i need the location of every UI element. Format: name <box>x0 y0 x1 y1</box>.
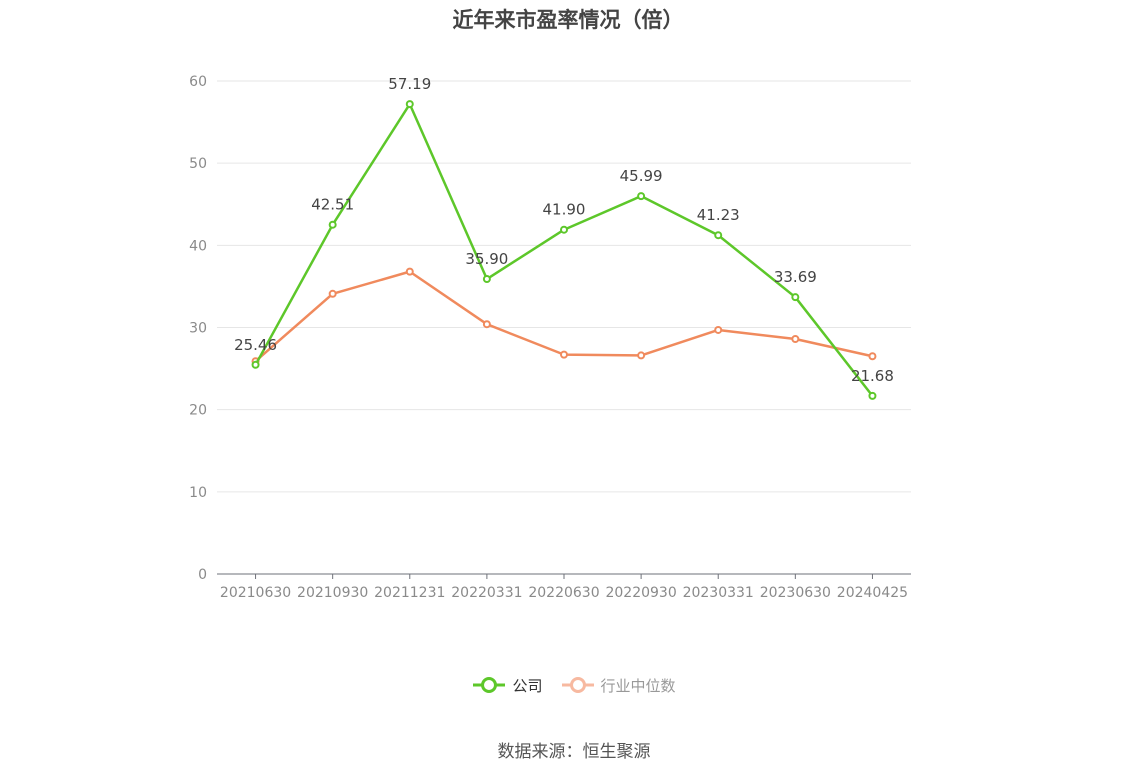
x-tick-label-20220930: 20220930 <box>605 585 676 601</box>
data-label-company-20210930: 42.51 <box>311 196 354 214</box>
data-point-company-20230331[interactable] <box>714 231 723 240</box>
y-tick-label-0: 0 <box>198 567 207 583</box>
y-tick-label-20: 20 <box>189 403 207 419</box>
legend: 公司 行业中位数 <box>0 673 1148 697</box>
data-labels: 25.46 42.51 57.19 35.90 41.90 45.99 41.23 33.69… <box>234 75 894 385</box>
data-label-company-20211231: 57.19 <box>388 75 431 93</box>
data-label-company-20230630: 33.69 <box>774 268 817 286</box>
y-tick-label-40: 40 <box>189 238 207 254</box>
data-label-company-20210630: 25.46 <box>234 336 277 354</box>
y-tick-label-10: 10 <box>189 485 207 501</box>
data-point-company-20220630[interactable] <box>560 225 568 234</box>
data-point-industry-20211231[interactable] <box>405 267 414 276</box>
y-tick-label-50: 50 <box>189 156 207 172</box>
chart-title: 近年来市盈率情况（倍） <box>452 8 684 32</box>
data-point-industry-20220331[interactable] <box>482 320 491 329</box>
data-point-company-20230630[interactable] <box>791 293 800 302</box>
data-point-industry-20240425[interactable] <box>868 352 877 361</box>
x-tick-label-20210930: 20210930 <box>297 585 368 601</box>
data-point-company-20210930[interactable] <box>328 220 337 229</box>
data-point-industry-20220630[interactable] <box>560 350 568 359</box>
x-tick-label-20220630: 20220630 <box>528 585 599 601</box>
series-lines <box>251 100 877 400</box>
data-point-company-20210630[interactable] <box>251 360 260 369</box>
data-label-company-20230331: 41.23 <box>697 206 740 224</box>
data-source: 数据来源：恒生聚源 <box>497 742 651 762</box>
x-tick-label-20211231: 20211231 <box>374 585 445 601</box>
legend-item-company[interactable]: 公司 <box>472 675 543 696</box>
data-label-company-20220930: 45.99 <box>620 167 663 185</box>
y-tick-label-60: 60 <box>189 74 207 90</box>
x-tick-label-20220331: 20220331 <box>451 585 522 601</box>
legend-item-industry-median[interactable]: 行业中位数 <box>561 675 676 696</box>
axes: 0 10 20 30 40 50 60 20210630 20210930 20211231 202… <box>189 74 911 601</box>
y-tick-label-30: 30 <box>189 321 207 337</box>
legend-company-label: 公司 <box>512 676 543 695</box>
x-tick-label-20230630: 20230630 <box>760 585 831 601</box>
data-label-company-20220331: 35.90 <box>465 250 508 268</box>
x-tick-label-20230331: 20230331 <box>683 585 754 601</box>
data-label-company-20240425: 21.68 <box>851 367 894 385</box>
data-point-industry-20230331[interactable] <box>714 325 723 334</box>
legend-industry-label: 行业中位数 <box>600 676 676 695</box>
data-point-company-20240425[interactable] <box>868 391 877 400</box>
data-label-company-20220630: 41.90 <box>543 201 586 219</box>
legend-industry-swatch-icon <box>561 677 594 693</box>
data-point-industry-20230630[interactable] <box>791 335 800 344</box>
data-point-industry-20220930[interactable] <box>637 351 646 360</box>
x-tick-label-20240425: 20240425 <box>837 585 908 601</box>
data-point-company-20211231[interactable] <box>405 100 414 109</box>
legend-company-swatch-icon <box>473 677 506 693</box>
data-point-industry-20210930[interactable] <box>328 289 337 298</box>
data-point-company-20220331[interactable] <box>482 275 491 284</box>
data-point-company-20220930[interactable] <box>637 192 646 201</box>
x-tick-label-20210630: 20210630 <box>220 585 291 601</box>
grid-lines <box>217 80 911 493</box>
